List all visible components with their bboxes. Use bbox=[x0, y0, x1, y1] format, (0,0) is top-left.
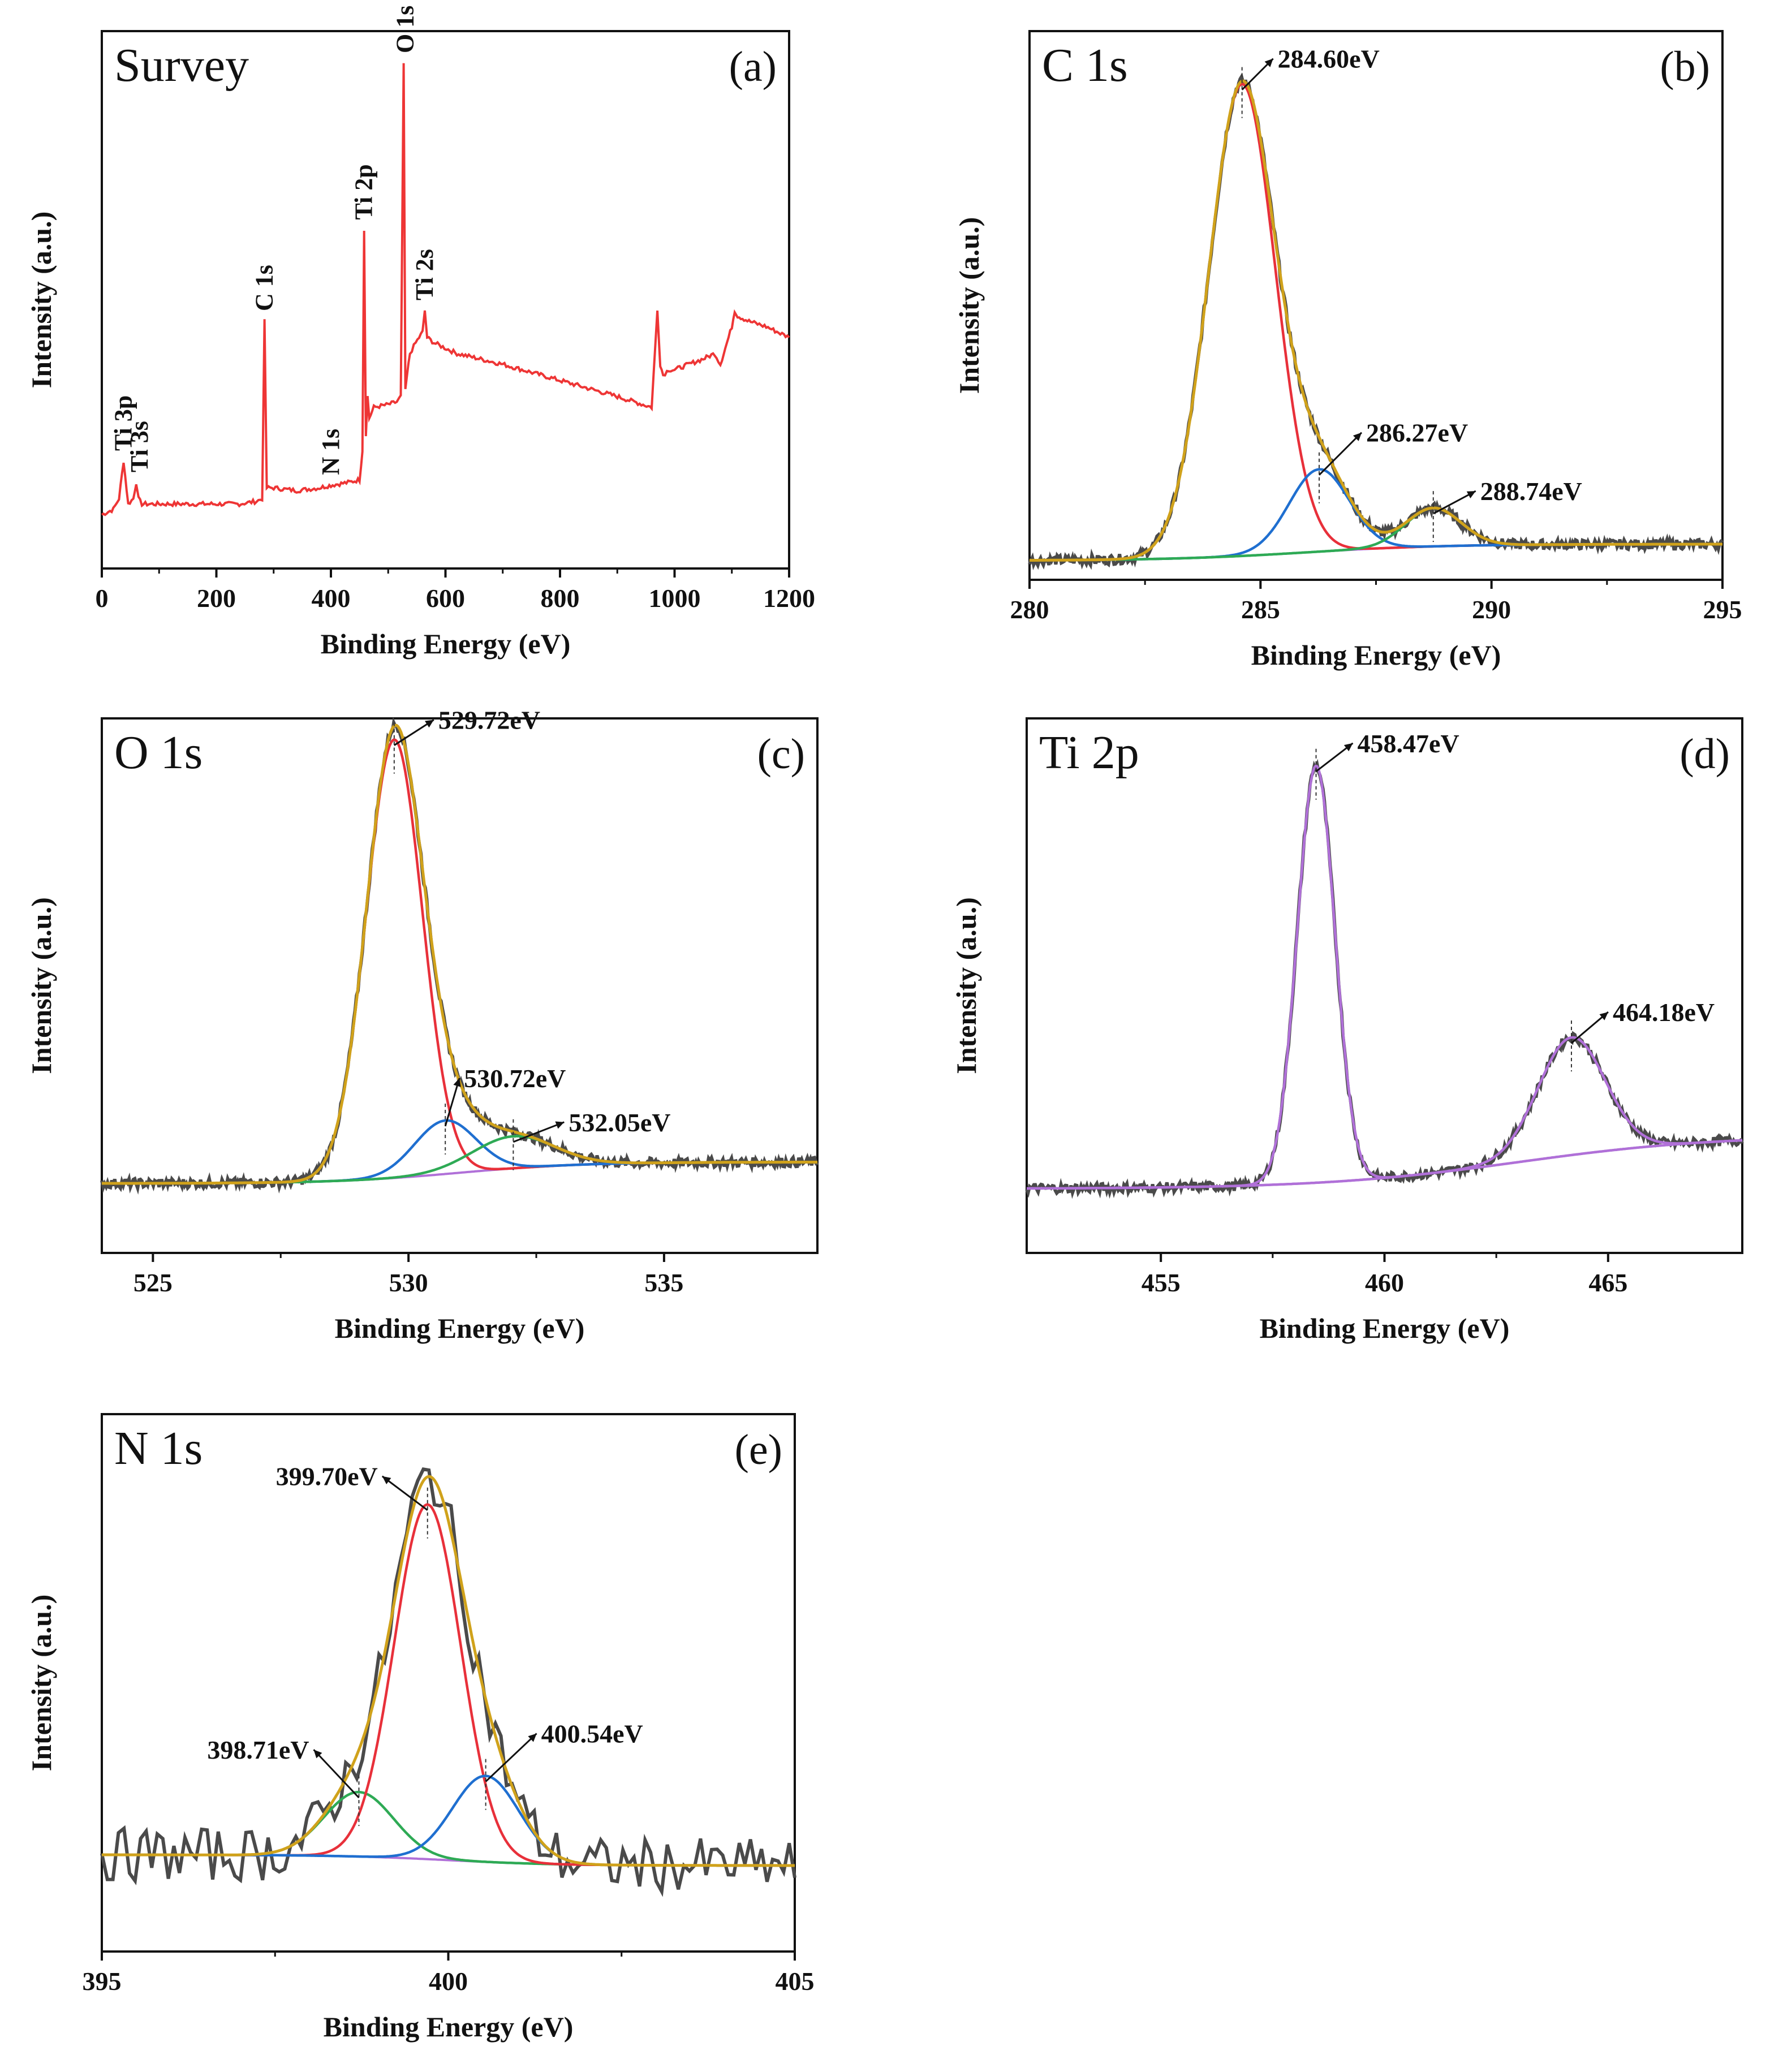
peak-arrow bbox=[485, 1733, 537, 1782]
chart-panel-b: 280 285 290 295 Binding Energy (eV) Intensity… bbox=[953, 30, 1742, 671]
peak-arrowhead bbox=[313, 1750, 322, 1759]
x-tick-label: 1200 bbox=[763, 584, 815, 613]
x-tick-label: 405 bbox=[776, 1967, 815, 1996]
peak-annotation: Ti 3s bbox=[126, 421, 153, 472]
x-tick-label: 280 bbox=[1010, 595, 1049, 624]
panel-title: O 1s bbox=[114, 726, 203, 779]
peak-annotation: Ti 3p bbox=[109, 395, 137, 451]
peak-arrowhead bbox=[1343, 743, 1353, 752]
peak-label: 286.27eV bbox=[1366, 419, 1468, 447]
chart-panel-d: 455 460 465 Binding Energy (eV) Intensity (a… bbox=[950, 717, 1744, 1344]
peak-arrowhead bbox=[1599, 1012, 1608, 1020]
y-axis-title: Intensity (a.u.) bbox=[950, 897, 982, 1074]
x-tick-label: 800 bbox=[541, 584, 580, 613]
x-tick-label: 295 bbox=[1703, 595, 1742, 624]
peak-label: 529.72eV bbox=[438, 706, 540, 735]
peak-arrow bbox=[313, 1749, 360, 1799]
peak-arrow bbox=[444, 1078, 460, 1127]
peak-label: 284.60eV bbox=[1278, 45, 1380, 74]
peak-arrowhead bbox=[453, 1078, 461, 1087]
x-axis-title: Binding Energy (eV) bbox=[321, 628, 571, 660]
peak-label: 399.70eV bbox=[276, 1462, 378, 1491]
x-tick-label: 0 bbox=[96, 584, 109, 613]
y-axis-title: Intensity (a.u.) bbox=[953, 217, 985, 394]
x-tick-label: 530 bbox=[389, 1268, 428, 1297]
peak-annotation: Ti 2p bbox=[350, 164, 378, 219]
peak-label: 400.54eV bbox=[541, 1720, 643, 1748]
chart-panel-c: 525 530 535 Binding Energy (eV) Intensity (a… bbox=[25, 706, 819, 1344]
panel-title: N 1s bbox=[114, 1422, 203, 1475]
panel-letter: (b) bbox=[1660, 43, 1710, 91]
component-line-2 bbox=[102, 1774, 795, 1867]
x-axis-title: Binding Energy (eV) bbox=[1251, 639, 1501, 671]
peak-annotation: N 1s bbox=[317, 429, 344, 475]
peak-label: 288.74eV bbox=[1480, 477, 1582, 506]
panel-title: Ti 2p bbox=[1039, 726, 1139, 779]
plot-frame bbox=[101, 30, 790, 570]
series-line-survey bbox=[101, 63, 790, 516]
peak-label: 530.72eV bbox=[464, 1064, 566, 1093]
peak-label: 532.05eV bbox=[569, 1108, 670, 1137]
peak-arrowhead bbox=[424, 720, 434, 728]
x-tick-label: 600 bbox=[426, 584, 465, 613]
plot-frame bbox=[1028, 30, 1724, 581]
panel-letter: (c) bbox=[757, 730, 805, 778]
background-line bbox=[102, 1854, 795, 1867]
y-axis-title: Intensity (a.u.) bbox=[25, 1595, 57, 1772]
x-tick-label: 465 bbox=[1588, 1268, 1627, 1297]
raw-data-line bbox=[100, 717, 819, 1195]
x-axis-title: Binding Energy (eV) bbox=[324, 2011, 574, 2043]
panel-title: C 1s bbox=[1042, 39, 1128, 92]
peak-annotation: C 1s bbox=[251, 265, 278, 311]
x-tick-label: 535 bbox=[644, 1268, 683, 1297]
peak-label: 464.18eV bbox=[1613, 998, 1715, 1027]
x-tick-label: 460 bbox=[1365, 1268, 1404, 1297]
peak-label: 458.47eV bbox=[1358, 729, 1459, 758]
envelope-line bbox=[1030, 79, 1722, 562]
x-tick-label: 400 bbox=[312, 584, 351, 613]
peak-arrowhead bbox=[1466, 491, 1476, 499]
component-line-0 bbox=[1030, 83, 1722, 562]
x-tick-label: 455 bbox=[1142, 1268, 1181, 1297]
x-axis-title: Binding Energy (eV) bbox=[335, 1312, 585, 1344]
x-tick-label: 285 bbox=[1241, 595, 1280, 624]
y-axis-title: Intensity (a.u.) bbox=[25, 897, 57, 1074]
peak-arrowhead bbox=[1264, 58, 1273, 67]
peak-annotation: O 1s bbox=[391, 6, 419, 53]
peak-arrowhead bbox=[382, 1476, 391, 1484]
chart-panel-e: 395 400 405 Binding Energy (eV) Intensity (a… bbox=[25, 1413, 815, 2043]
component-line-1 bbox=[102, 1503, 795, 1867]
panel-letter: (d) bbox=[1679, 730, 1730, 778]
x-tick-label: 1000 bbox=[649, 584, 701, 613]
panel-letter: (a) bbox=[729, 43, 777, 91]
peak-arrow bbox=[381, 1475, 428, 1511]
component-line-0 bbox=[102, 738, 817, 1185]
chart-panel-a: 0 200 400 600 800 1000 1200 Binding Energy (eV)… bbox=[25, 6, 815, 660]
peak-annotation: Ti 2s bbox=[411, 249, 438, 300]
x-tick-label: 525 bbox=[133, 1268, 173, 1297]
peak-arrowhead bbox=[1353, 432, 1362, 441]
raw-data-line bbox=[1028, 72, 1724, 571]
component-line-1 bbox=[1027, 1036, 1743, 1190]
y-axis-title: Intensity (a.u.) bbox=[25, 212, 57, 389]
raw-data-line bbox=[100, 1467, 796, 1897]
peak-arrowhead bbox=[555, 1121, 565, 1129]
peak-label: 398.71eV bbox=[207, 1735, 309, 1764]
panel-title: Survey bbox=[114, 39, 249, 92]
x-tick-label: 400 bbox=[429, 1967, 468, 1996]
envelope-line bbox=[102, 723, 817, 1185]
x-tick-label: 200 bbox=[197, 584, 236, 613]
peak-arrowhead bbox=[528, 1733, 537, 1742]
panel-letter: (e) bbox=[735, 1426, 782, 1474]
x-tick-label: 395 bbox=[83, 1967, 122, 1996]
peak-arrow bbox=[512, 1121, 565, 1143]
plot-frame bbox=[101, 717, 819, 1254]
peak-arrow bbox=[1318, 432, 1363, 476]
plot-frame bbox=[1026, 717, 1743, 1254]
x-tick-label: 290 bbox=[1472, 595, 1511, 624]
x-axis-title: Binding Energy (eV) bbox=[1260, 1312, 1510, 1344]
envelope-line bbox=[102, 1475, 795, 1867]
